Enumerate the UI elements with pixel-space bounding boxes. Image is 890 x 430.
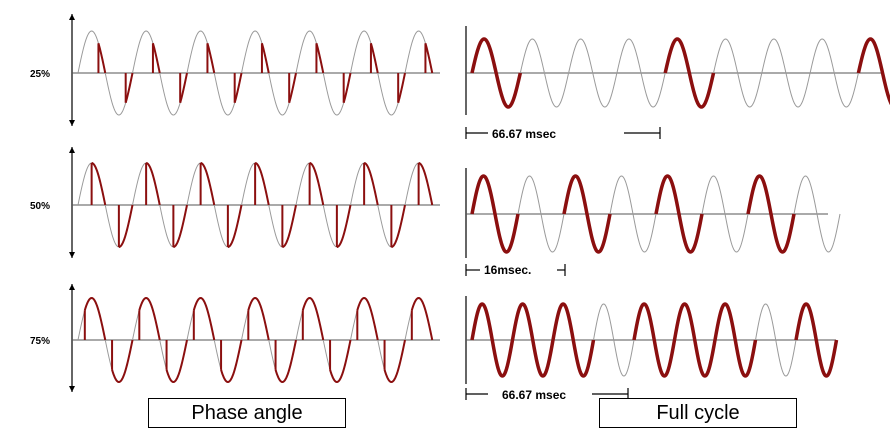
arrow-down-head (69, 386, 75, 392)
phase-row-2 (69, 147, 440, 258)
conducting-segment (424, 43, 434, 74)
conducting-segment (192, 296, 216, 341)
on-cycle (654, 174, 704, 254)
vertical-axis-arrow (69, 14, 75, 126)
conducting-segment (301, 296, 325, 341)
conducting-segment (309, 162, 325, 206)
conducting-segment (111, 339, 134, 384)
conducting-segment (179, 72, 188, 103)
on-cycle (746, 174, 796, 254)
on-cycle (856, 37, 890, 106)
period-label-row1: 66.67 msec (492, 127, 556, 141)
vertical-axis-arrow (69, 284, 75, 392)
conducting-segment (97, 43, 107, 74)
on-cycle (794, 302, 839, 378)
conducting-segment (391, 204, 406, 248)
conducting-segment (200, 162, 216, 206)
on-cycle (562, 174, 612, 254)
conducting-segment (233, 72, 243, 103)
full-cycle-row-2 (465, 168, 841, 276)
conducting-segment (342, 72, 352, 103)
conducting-segment (173, 204, 188, 248)
arrow-down-head (69, 120, 75, 126)
period-label-row3: 66.67 msec (502, 388, 566, 402)
arrow-up-head (69, 147, 75, 153)
conducting-segment (410, 296, 434, 341)
vertical-axis-arrow (69, 147, 75, 258)
on-cycle (470, 37, 523, 109)
percent-label-75: 75% (30, 336, 50, 347)
full-cycle-caption: Full cycle (599, 398, 797, 428)
conducting-segment (288, 72, 297, 103)
phase-angle-caption: Phase angle (148, 398, 346, 428)
period-marker (465, 264, 566, 276)
phase-row-1 (69, 14, 440, 126)
conducting-segment (124, 72, 134, 103)
conducting-segment (315, 43, 325, 74)
conducting-segment (118, 204, 134, 248)
on-cycle (663, 37, 716, 109)
conducting-segment (91, 162, 107, 206)
on-cycle (551, 302, 596, 378)
on-cycle (632, 302, 677, 378)
conducting-segment (227, 204, 243, 248)
conducting-segment (165, 339, 188, 384)
period-label-row2: 16msec. (484, 263, 531, 277)
conducting-segment (363, 162, 379, 206)
arrow-down-head (69, 252, 75, 258)
conducting-segment (397, 72, 406, 103)
conducting-segment (254, 162, 270, 206)
conducting-segment (336, 204, 352, 248)
conducting-segment (247, 296, 270, 341)
conducting-segment (383, 339, 406, 384)
full-cycle-row-1 (465, 26, 890, 139)
full-cycle-row-3 (465, 296, 839, 400)
arrow-up-head (69, 14, 75, 20)
conducting-segment (260, 43, 270, 74)
conducting-segment (329, 339, 352, 384)
full-cycle-panel (465, 26, 890, 400)
on-cycle (470, 174, 520, 254)
conducting-segment (274, 339, 297, 384)
conducting-segment (138, 296, 161, 341)
arrow-up-head (69, 284, 75, 290)
conducting-segment (145, 162, 161, 206)
on-cycle (672, 302, 717, 378)
conducting-segment (369, 43, 379, 74)
conducting-segment (282, 204, 297, 248)
period-marker (465, 388, 629, 400)
conducting-segment (356, 296, 379, 341)
on-cycle (510, 302, 555, 378)
period-marker (465, 127, 661, 139)
conducting-segment (206, 43, 216, 74)
conducting-segment (220, 339, 243, 384)
conducting-segment (83, 296, 107, 341)
percent-label-25: 25% (30, 69, 50, 80)
conducting-segment (418, 162, 434, 206)
conducting-segment (151, 43, 161, 74)
on-cycle (470, 302, 515, 378)
phase-row-3 (69, 284, 440, 392)
percent-label-50: 50% (30, 201, 50, 212)
on-cycle (713, 302, 758, 378)
phase-angle-panel (69, 14, 440, 392)
